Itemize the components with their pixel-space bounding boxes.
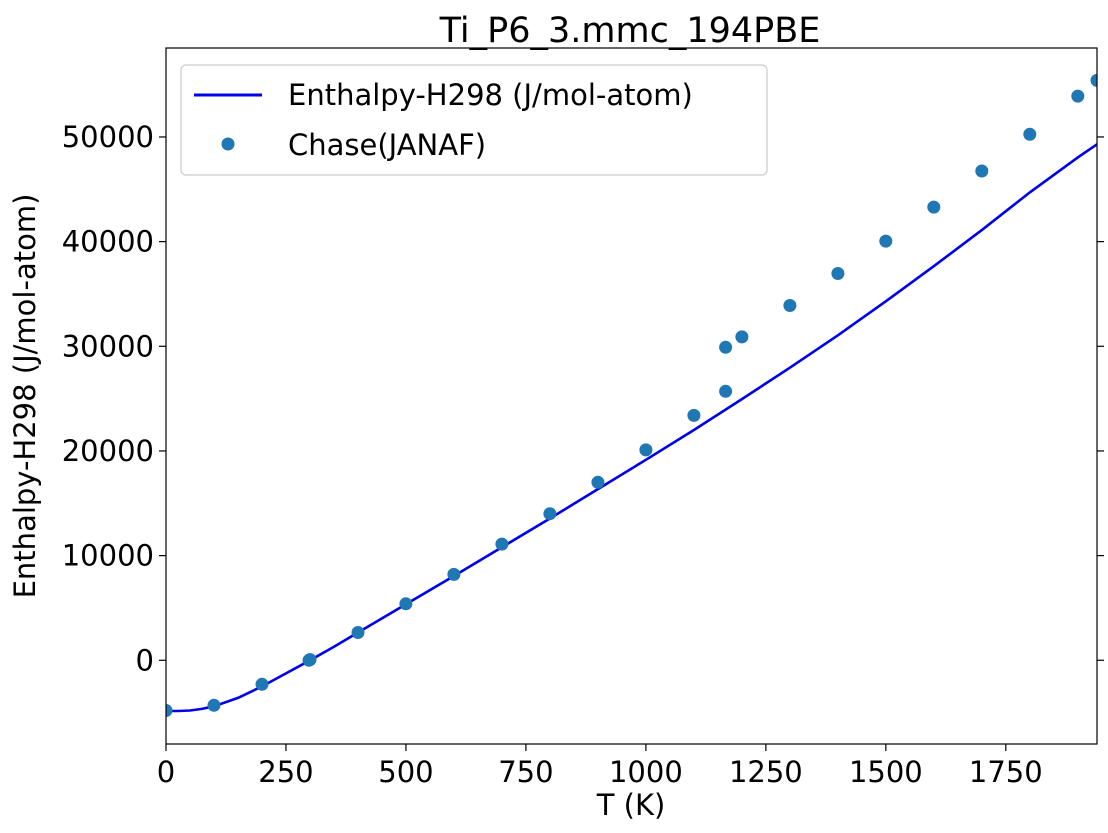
data-point-chase <box>639 443 652 456</box>
data-point-chase <box>783 299 796 312</box>
y-tick-label: 0 <box>136 643 154 677</box>
data-point-chase <box>719 385 732 398</box>
data-point-chase <box>543 507 556 520</box>
x-tick-label: 1500 <box>849 755 923 789</box>
legend: Enthalpy-H298 (J/mol-atom) Chase(JANAF) <box>181 65 767 175</box>
y-tick-label: 40000 <box>62 225 154 259</box>
data-point-chase <box>927 201 940 214</box>
y-axis-label: Enthalpy-H298 (J/mol-atom) <box>8 194 42 599</box>
legend-scatter-swatch <box>222 138 235 151</box>
y-tick-label: 30000 <box>62 329 154 363</box>
x-tick-label: 500 <box>378 755 433 789</box>
y-tick-label: 20000 <box>62 434 154 468</box>
x-axis-label: T (K) <box>596 788 666 822</box>
x-tick-label: 1000 <box>609 755 683 789</box>
data-point-chase <box>208 699 221 712</box>
data-point-chase <box>879 235 892 248</box>
x-tick-label: 250 <box>258 755 313 789</box>
y-tick-label: 10000 <box>62 539 154 573</box>
x-tick-label: 1250 <box>729 755 803 789</box>
data-point-chase <box>1023 128 1036 141</box>
data-point-chase <box>256 678 269 691</box>
x-tick-label: 1750 <box>969 755 1043 789</box>
data-point-chase <box>1071 90 1084 103</box>
x-tick-label: 0 <box>157 755 175 789</box>
data-point-chase <box>975 165 988 178</box>
data-point-chase <box>591 476 604 489</box>
y-tick-label: 50000 <box>62 120 154 154</box>
data-point-chase <box>447 568 460 581</box>
legend-label-scatter: Chase(JANAF) <box>288 128 486 162</box>
data-point-chase <box>304 653 317 666</box>
data-point-chase <box>352 626 365 639</box>
chart-title: Ti_P6_3.mmc_194PBE <box>439 11 821 51</box>
data-point-chase <box>831 267 844 280</box>
data-point-chase <box>399 597 412 610</box>
data-point-chase <box>735 330 748 343</box>
legend-label-line: Enthalpy-H298 (J/mol-atom) <box>288 78 693 112</box>
data-point-chase <box>495 538 508 551</box>
x-tick-label: 750 <box>498 755 553 789</box>
data-point-chase <box>719 341 732 354</box>
series-line-enthalpy <box>166 144 1097 711</box>
data-point-chase <box>687 409 700 422</box>
